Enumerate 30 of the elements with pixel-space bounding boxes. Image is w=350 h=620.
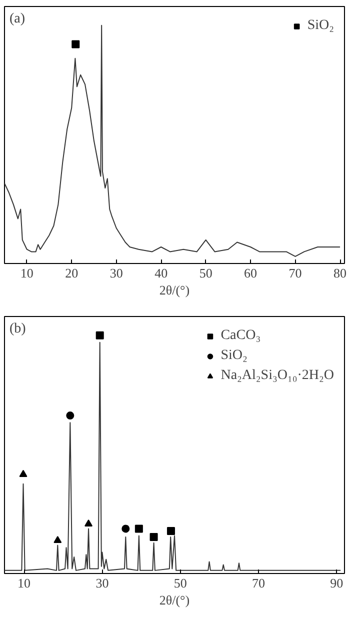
x-tick-label: 70 bbox=[288, 266, 302, 280]
point bbox=[134, 524, 143, 533]
legend-label: Na₂Al₂Si₃O₁₀·2H₂O bbox=[220, 368, 334, 384]
x-tick-label: 30 bbox=[96, 576, 109, 590]
point bbox=[122, 524, 130, 533]
x-axis-title: 2θ/(°) bbox=[159, 592, 190, 608]
legend-label: SiO₂ bbox=[307, 18, 334, 34]
x-tick-label: 80 bbox=[334, 266, 347, 280]
x-tick-label: 30 bbox=[110, 266, 123, 280]
x-tick-label: 20 bbox=[65, 266, 78, 280]
x-tick-label: 40 bbox=[154, 266, 168, 280]
x-tick-label: 90 bbox=[330, 576, 344, 590]
annotation: (b) bbox=[10, 322, 26, 336]
annotation: (a) bbox=[10, 12, 26, 26]
point bbox=[66, 412, 74, 420]
point bbox=[96, 331, 104, 340]
point bbox=[150, 532, 158, 541]
point bbox=[54, 536, 62, 544]
legend-label: CaCO₃ bbox=[220, 328, 261, 344]
point bbox=[19, 470, 28, 477]
point bbox=[84, 519, 93, 527]
x-axis-title: 2θ/(°) bbox=[159, 282, 190, 298]
x-tick-label: 70 bbox=[252, 576, 266, 590]
x-tick-label: 10 bbox=[20, 266, 34, 280]
legend-label: SiO₂ bbox=[220, 348, 248, 364]
x-tick-label: 60 bbox=[244, 266, 258, 280]
point bbox=[166, 527, 175, 536]
x-tick-label: 10 bbox=[18, 576, 31, 590]
x-tick-label: 50 bbox=[174, 576, 187, 590]
x-tick-label: 50 bbox=[199, 266, 212, 280]
